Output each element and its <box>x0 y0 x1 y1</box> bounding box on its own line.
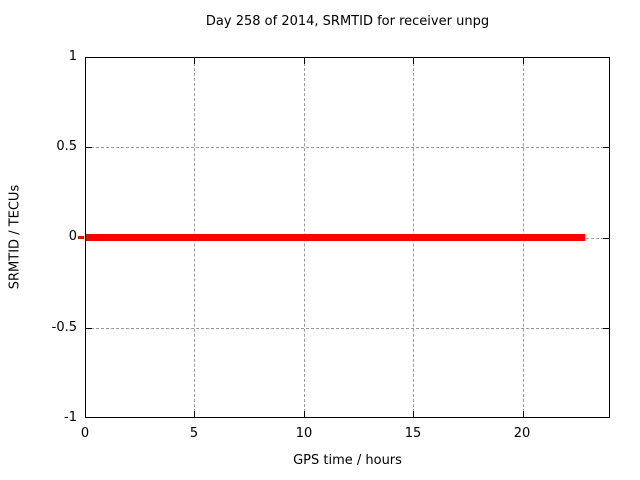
tick-bottom-20 <box>523 411 524 417</box>
srmtid-line-left-cap <box>78 236 84 239</box>
tick-top-5 <box>194 58 195 64</box>
srmtid-zero-line <box>86 234 585 241</box>
tick-top-20 <box>523 58 524 64</box>
x-tick-label-5: 5 <box>189 426 199 441</box>
y-tick-label-0p5: 0.5 <box>56 139 77 154</box>
plot-area <box>78 57 610 418</box>
x-tick-label-10: 10 <box>295 426 313 441</box>
tick-right-0 <box>603 238 609 239</box>
y-tick-label-m0p5: -0.5 <box>51 320 77 335</box>
tick-bottom-10 <box>304 411 305 417</box>
tick-right-m0p5 <box>603 328 609 329</box>
tick-left-m0p5 <box>86 328 92 329</box>
y-tick-label-0: 0 <box>68 229 77 244</box>
tick-top-15 <box>413 58 414 64</box>
tick-left-0p5 <box>86 147 92 148</box>
x-axis-title: GPS time / hours <box>293 453 402 468</box>
y-tick-label-1: 1 <box>68 49 77 64</box>
x-tick-label-20: 20 <box>513 426 531 441</box>
tick-right-0p5 <box>603 147 609 148</box>
tick-bottom-5 <box>194 411 195 417</box>
tick-bottom-15 <box>413 411 414 417</box>
gridline-y-0p5 <box>86 147 609 148</box>
gridline-y-m0p5 <box>86 328 609 329</box>
x-tick-label-0: 0 <box>80 426 90 441</box>
x-tick-label-15: 15 <box>404 426 422 441</box>
tick-top-10 <box>304 58 305 64</box>
chart-title: Day 258 of 2014, SRMTID for receiver unp… <box>205 14 490 29</box>
y-tick-label-m1: -1 <box>64 410 77 425</box>
